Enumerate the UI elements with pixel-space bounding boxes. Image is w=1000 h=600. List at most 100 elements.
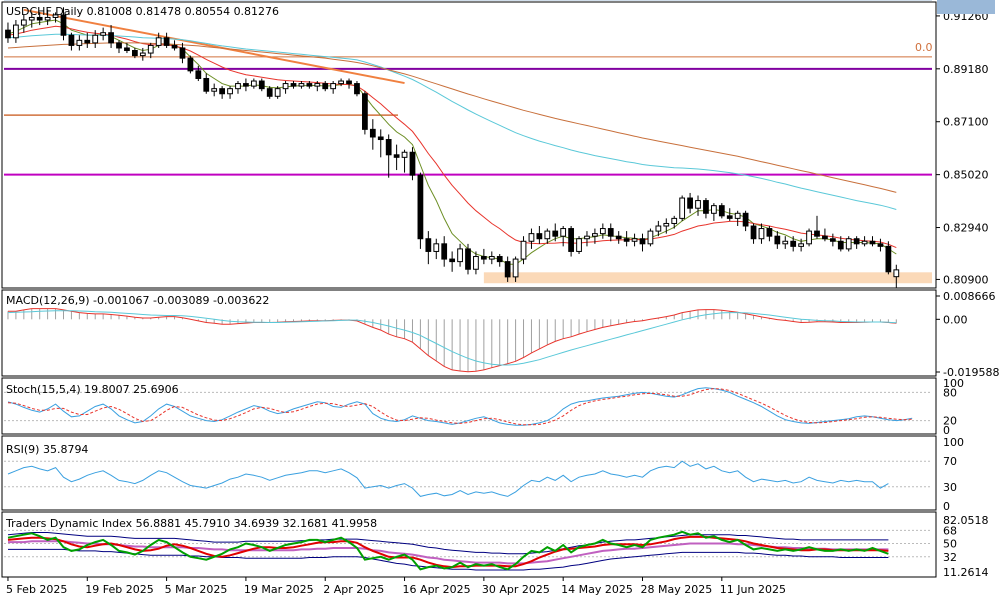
candle <box>829 233 836 247</box>
candle-body <box>306 83 313 87</box>
macd-panel[interactable] <box>1 289 937 377</box>
candle-body <box>631 238 638 242</box>
candle <box>480 248 487 265</box>
candle-body <box>742 212 749 227</box>
candle-body <box>758 228 765 240</box>
candle-body <box>155 37 162 46</box>
candle <box>282 81 289 94</box>
candle <box>5 22 11 43</box>
candle-body <box>36 16 43 21</box>
candle <box>473 251 479 275</box>
candle <box>726 208 733 221</box>
candle-body <box>457 248 463 263</box>
macd-tick-label: 0.00 <box>943 313 968 326</box>
candle <box>362 91 368 135</box>
rsi-tick-label: 0 <box>943 500 950 513</box>
tdi-tick-label: 82.0518 <box>943 514 989 527</box>
candle-body <box>512 258 519 278</box>
stoch-tick-label: 100 <box>943 377 964 390</box>
candle <box>552 223 559 242</box>
tdi-tick-label: 11.2614 <box>943 566 989 579</box>
tdi-layer <box>4 529 932 571</box>
candle <box>615 231 622 244</box>
candle-body <box>243 83 249 87</box>
price-tick-label: 0.87100 <box>943 116 989 129</box>
candle-body <box>441 243 448 260</box>
x-axis-label: 19 Mar 2025 <box>244 583 314 596</box>
stoch-panel[interactable] <box>1 377 937 435</box>
x-axis-label: 28 May 2025 <box>640 583 712 596</box>
tdi-price-line <box>7 530 889 571</box>
candle-body <box>695 200 701 209</box>
candle <box>695 195 701 216</box>
candle <box>734 210 741 227</box>
candle <box>147 42 154 59</box>
candle-body <box>703 200 709 214</box>
candle-body <box>369 128 376 138</box>
candle-body <box>250 80 257 87</box>
candle-body <box>362 93 368 130</box>
candle-body <box>552 230 559 237</box>
candle-body <box>837 240 844 250</box>
candle <box>187 55 194 74</box>
candle <box>369 119 376 150</box>
candle <box>687 192 693 214</box>
candle-body <box>44 16 51 21</box>
candle-body <box>718 205 725 217</box>
candle-body <box>266 88 273 97</box>
tdi-tick-label: 32 <box>943 551 957 564</box>
x-axis-label: 16 Apr 2025 <box>403 583 471 596</box>
tdi-market-base-line <box>8 540 889 565</box>
candle-body <box>28 16 35 21</box>
current-price-box <box>937 0 995 14</box>
fib-level-label: 0.0 <box>915 41 933 54</box>
rsi-panel[interactable] <box>1 435 937 511</box>
candle-body <box>655 225 662 232</box>
candle <box>528 228 535 249</box>
candle-body <box>131 50 138 57</box>
candle <box>20 14 27 33</box>
candle-body <box>711 205 717 214</box>
candles-layer <box>5 7 900 289</box>
candle <box>243 78 249 92</box>
candle <box>512 256 519 282</box>
candle-body <box>615 235 622 240</box>
candle <box>211 83 218 97</box>
candle <box>13 19 19 43</box>
candle <box>750 223 757 244</box>
rsi-tick-label: 100 <box>943 436 964 449</box>
candle-body <box>401 151 408 158</box>
candle-body <box>171 44 178 49</box>
candle <box>774 231 781 249</box>
candle-body <box>20 19 27 26</box>
candle <box>465 243 471 275</box>
candle-body <box>528 233 535 242</box>
candle-body <box>393 154 400 158</box>
candle-body <box>52 14 59 18</box>
candle <box>100 27 107 41</box>
candle-body <box>227 88 233 95</box>
candle <box>52 12 59 23</box>
stoch-layer <box>4 387 932 426</box>
candle-body <box>409 151 416 176</box>
candle <box>869 236 876 247</box>
candle-body <box>5 29 11 39</box>
candle <box>607 223 614 242</box>
candle-body <box>13 24 19 39</box>
candle <box>44 9 51 26</box>
candle <box>266 86 273 99</box>
tdi-tick-label: 50 <box>943 538 957 551</box>
candle-body <box>806 230 812 245</box>
candle <box>893 264 900 289</box>
candle <box>409 147 416 181</box>
candle-body <box>433 243 440 252</box>
candle-body <box>417 174 424 240</box>
candle <box>592 228 598 244</box>
candle <box>599 223 606 239</box>
candle <box>758 223 765 244</box>
candle <box>385 134 392 178</box>
candle-body <box>560 228 567 237</box>
price-panel[interactable] <box>1 1 937 289</box>
macd-header: MACD(12,26,9) -0.001067 -0.003089 -0.003… <box>6 294 269 307</box>
